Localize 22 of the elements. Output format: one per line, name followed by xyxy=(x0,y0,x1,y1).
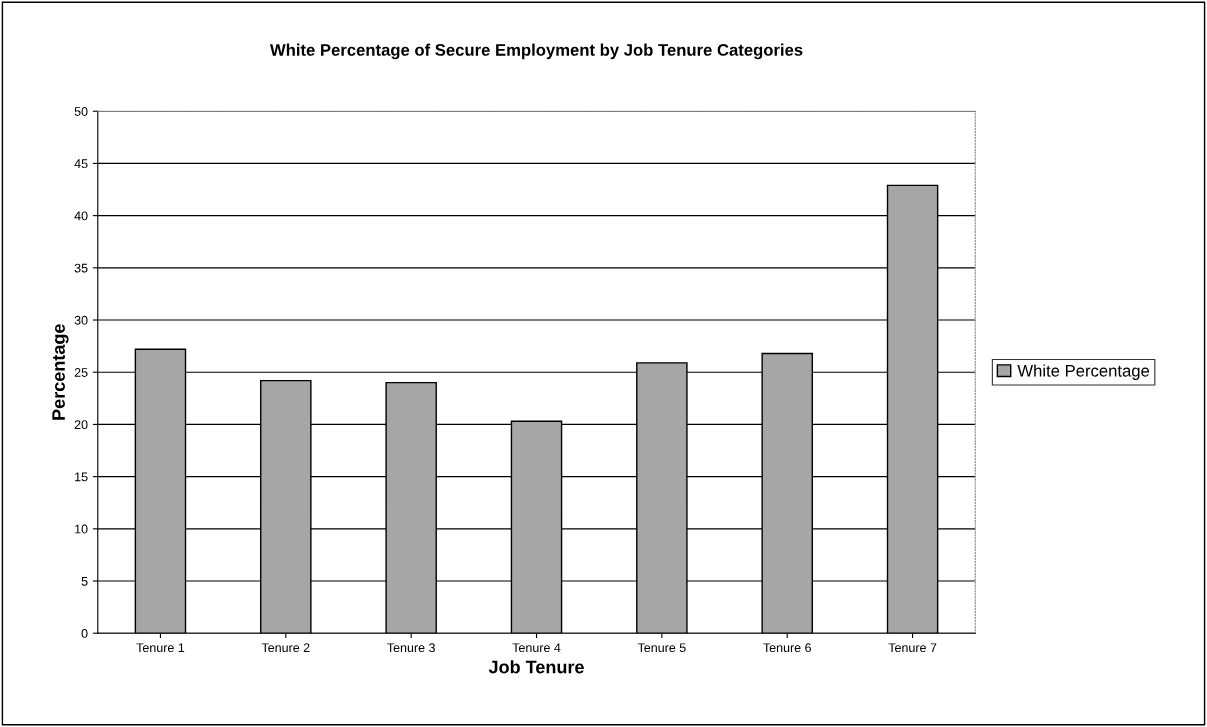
x-tick-label: Tenure 6 xyxy=(763,643,811,653)
y-tick-label: 20 xyxy=(74,420,88,430)
y-tick-label: 35 xyxy=(74,263,88,273)
y-axis-title: Percentage xyxy=(52,324,69,420)
y-tick-label: 5 xyxy=(81,576,88,586)
y-tick-label: 10 xyxy=(75,524,88,534)
x-tick-label: Tenure 7 xyxy=(888,643,937,653)
x-tick-label: Tenure 1 xyxy=(136,643,185,653)
x-tick-label: Tenure 2 xyxy=(261,643,310,653)
y-tick-label: 0 xyxy=(81,629,88,638)
chart-title: White Percentage of Secure Employment by Job Tenure Categories xyxy=(269,43,803,60)
y-tick-label: 40 xyxy=(74,211,88,221)
y-tick-label: 15 xyxy=(75,472,88,482)
x-axis-title: Job Tenure xyxy=(488,660,584,674)
legend-label: White Percentage xyxy=(1017,364,1150,380)
y-tick-label: 45 xyxy=(74,159,88,169)
x-tick-label: Tenure 3 xyxy=(387,643,435,653)
y-tick-label: 30 xyxy=(74,315,88,325)
y-tick-label: 50 xyxy=(74,107,88,116)
x-tick-label: Tenure 5 xyxy=(637,643,686,653)
x-tick-label: Tenure 4 xyxy=(512,643,561,653)
y-tick-label: 25 xyxy=(74,368,88,377)
